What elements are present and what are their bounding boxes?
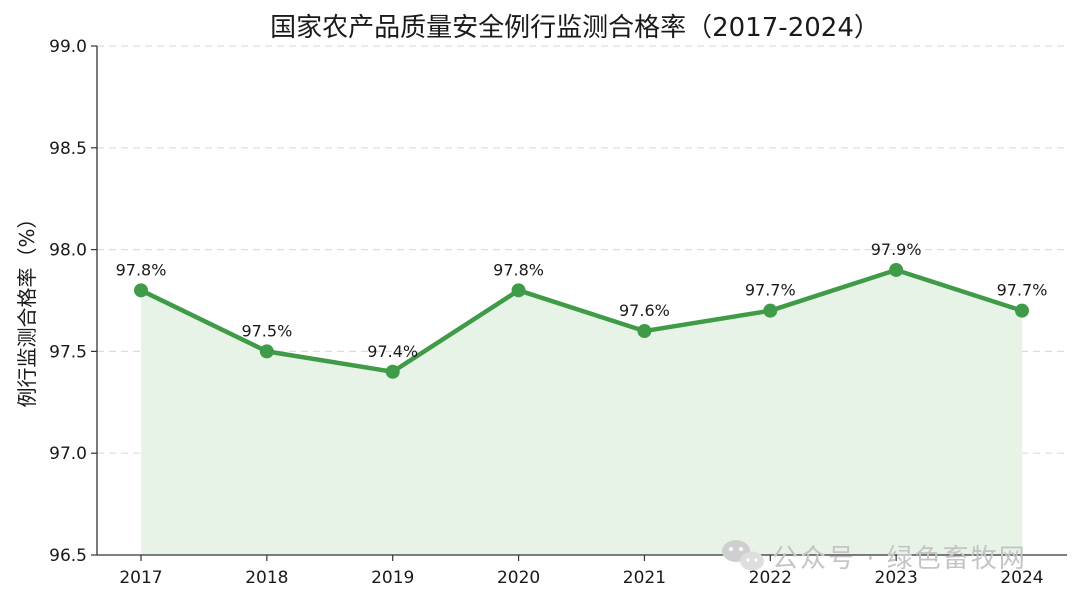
area-fill — [141, 269, 1022, 555]
chart-title: 国家农产品质量安全例行监测合格率（2017-2024） — [270, 13, 880, 43]
watermark: 公众号 · 绿色畜牧网 — [722, 540, 1027, 574]
y-tick-label: 97.5 — [49, 342, 87, 362]
data-label: 97.6% — [619, 301, 670, 320]
data-point — [889, 262, 904, 277]
data-point — [763, 303, 778, 318]
data-point — [385, 364, 400, 379]
y-axis-label: 例行监测合格率（%） — [15, 208, 39, 407]
data-point — [259, 344, 274, 359]
series-line — [138, 267, 1025, 375]
x-tick-label: 2022 — [749, 568, 792, 588]
x-tick-label: 2018 — [245, 568, 288, 588]
data-point — [637, 324, 652, 339]
data-label: 97.4% — [367, 342, 418, 361]
data-label: 97.7% — [997, 281, 1048, 300]
axes — [96, 46, 1067, 556]
watermark-text: 公众号 · 绿色畜牧网 — [772, 544, 1027, 574]
y-tick-label: 96.5 — [49, 546, 87, 566]
x-axis-ticks: 2017 2018 2019 2020 2021 2022 2023 2024 — [119, 555, 1044, 588]
y-tick-label: 97.0 — [49, 444, 87, 464]
x-tick-label: 2017 — [119, 568, 162, 588]
x-tick-label: 2019 — [371, 568, 414, 588]
x-tick-label: 2020 — [497, 568, 540, 588]
data-label: 97.9% — [871, 240, 922, 259]
y-tick-label: 98.0 — [49, 241, 87, 261]
x-tick-label: 2024 — [1000, 568, 1043, 588]
y-tick-label: 99.0 — [49, 37, 87, 57]
x-tick-label: 2021 — [623, 568, 666, 588]
data-label: 97.8% — [116, 260, 167, 279]
data-point — [1015, 303, 1029, 318]
x-tick-label: 2023 — [875, 568, 918, 588]
data-labels: 97.8% 97.5% 97.4% 97.8% 97.6% 97.7% 97.9% 97.7% — [116, 240, 1048, 361]
y-tick-label: 98.5 — [49, 139, 87, 159]
data-label: 97.8% — [493, 260, 544, 279]
data-point — [134, 283, 148, 298]
data-points — [134, 262, 1029, 379]
wechat-icon — [722, 540, 764, 571]
y-axis-ticks: 96.5 97.0 97.5 98.0 98.5 99.0 — [49, 37, 97, 566]
data-point — [511, 283, 526, 298]
data-label: 97.7% — [745, 281, 796, 300]
data-label: 97.5% — [241, 321, 292, 340]
